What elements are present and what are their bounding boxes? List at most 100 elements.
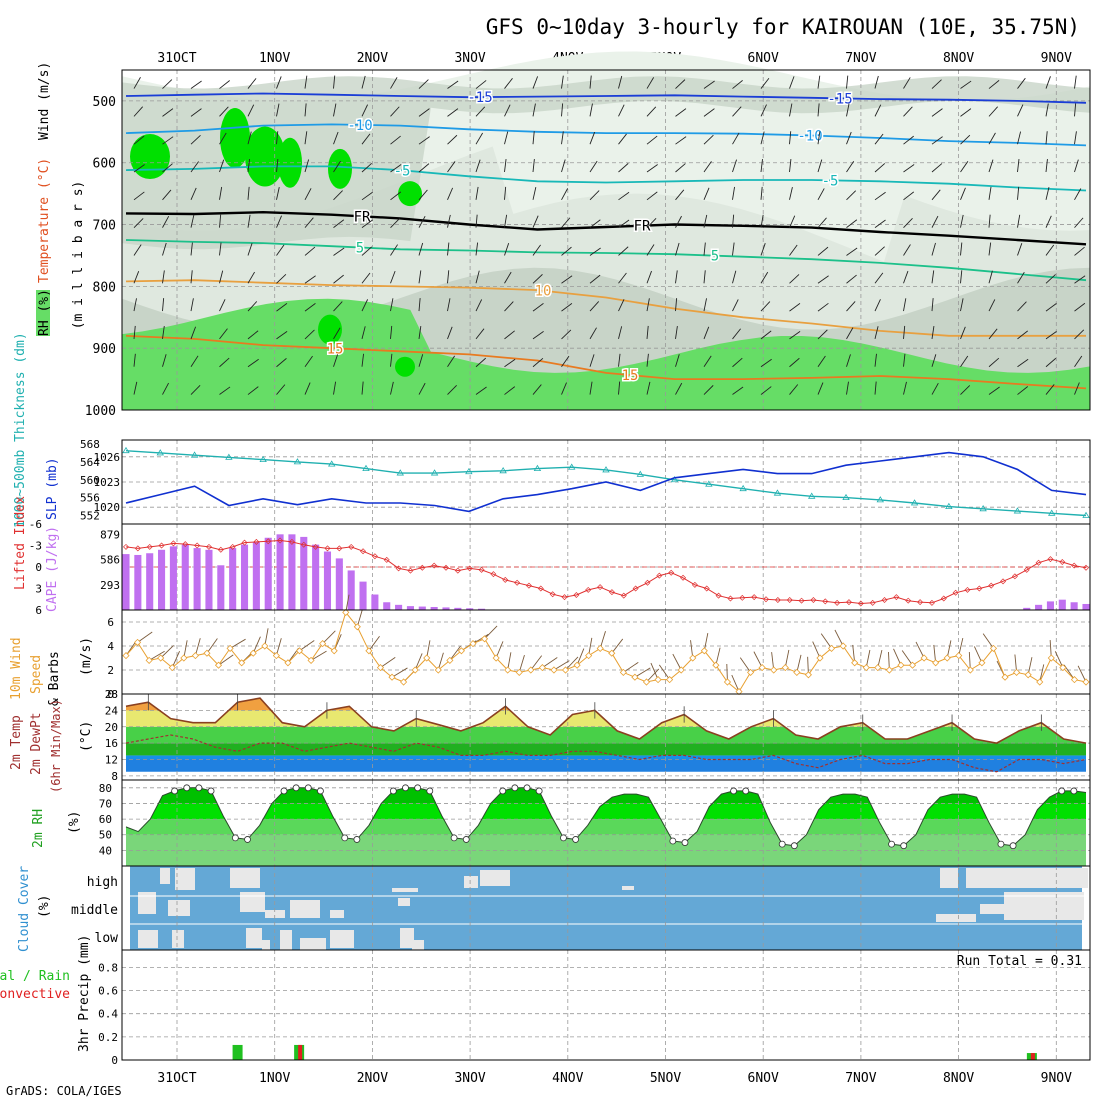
wind-barb — [304, 188, 312, 201]
wind-barb-10m — [218, 654, 234, 666]
wind-barb — [646, 353, 649, 367]
wind-barb — [1074, 131, 1077, 145]
wind-speed-marker — [353, 623, 361, 631]
temp-tick-label: 24 — [105, 704, 119, 717]
wind-speed-marker — [122, 652, 130, 660]
wind-barb — [390, 244, 398, 256]
li-marker — [739, 594, 746, 601]
wind-barb — [1074, 246, 1085, 256]
wind-speed-marker — [804, 671, 812, 679]
wind-barb — [789, 159, 792, 173]
wind-barb — [219, 106, 229, 117]
wind-barb-10m — [380, 656, 396, 668]
date-label-bottom: 4NOV — [552, 1071, 583, 1086]
wind-barb — [789, 384, 799, 395]
li-marker — [976, 585, 983, 592]
rh-marker — [341, 834, 349, 842]
wind-barb — [304, 275, 316, 284]
rh-tick-label: 70 — [99, 797, 112, 810]
wind-speed-marker — [839, 642, 847, 650]
wind-barb — [162, 270, 165, 284]
wind-barb — [276, 273, 287, 284]
wind-barb — [247, 131, 252, 145]
cape-bar — [1035, 604, 1043, 610]
wind-barb — [732, 186, 735, 200]
wind-barb — [817, 103, 820, 117]
wind-barb — [247, 159, 251, 173]
wind-barb — [162, 298, 165, 312]
wind-barb-10m — [834, 629, 844, 647]
wind-barb — [846, 247, 858, 256]
wind-barb — [361, 326, 366, 340]
li-marker — [585, 586, 592, 593]
wind-barb — [190, 384, 201, 395]
rh-tick-label: 40 — [99, 844, 112, 857]
isotherm-label: 5 — [711, 249, 719, 265]
wind-barb — [1017, 214, 1021, 228]
wind-axis-title-1: 10m Wind — [9, 637, 24, 700]
li-marker — [123, 543, 129, 550]
wind-speed-marker — [504, 666, 512, 674]
wind-barb-10m — [275, 638, 282, 656]
wind-barb — [903, 325, 906, 339]
li-marker — [265, 538, 272, 545]
wind-barb — [504, 214, 508, 228]
wind-barb — [504, 358, 516, 368]
wind-barb — [618, 75, 623, 89]
wind-speed-marker — [134, 638, 142, 646]
wind-barb — [418, 354, 424, 367]
isotherm-line — [125, 210, 1087, 246]
wind-barb — [931, 108, 943, 117]
date-label-top: 3NOV — [454, 51, 485, 66]
wind-barb — [675, 270, 678, 284]
wind-barb — [789, 215, 796, 228]
wind-barb-10m — [206, 638, 218, 654]
wind-barb — [561, 159, 566, 173]
wind-barb — [874, 191, 886, 201]
rh-marker — [523, 784, 531, 792]
wind-speed-line — [125, 611, 1087, 693]
wind-speed-marker — [261, 642, 269, 650]
wind-barb-10m — [542, 657, 558, 668]
cloud-clear-patch — [138, 892, 156, 914]
thickness-marker — [670, 475, 679, 483]
wind-barb — [276, 131, 279, 145]
wind10m-panel: 0 2 4 6 10m Wind Speed & Barbs (m/s) — [9, 594, 1091, 706]
li-marker — [205, 543, 212, 550]
wind-barb-10m — [148, 650, 165, 661]
li-marker — [668, 569, 675, 576]
credit-text: GrADS: COLA/IGES — [6, 1084, 122, 1098]
date-label-bottom: 3NOV — [454, 1071, 485, 1086]
wind-barb — [333, 247, 345, 256]
wind-barb — [703, 80, 715, 89]
wind-barb-10m — [715, 647, 721, 666]
wind-barb — [219, 357, 230, 368]
li-marker — [466, 565, 473, 572]
li-marker — [217, 546, 224, 553]
wind-barb — [1074, 75, 1077, 89]
li-marker — [146, 543, 153, 550]
cape-bar — [276, 534, 284, 610]
li-marker — [845, 599, 852, 606]
cape-bar — [1082, 603, 1090, 610]
date-label-bottom: 9NOV — [1041, 1071, 1072, 1086]
rh-tick-label: 80 — [99, 782, 112, 795]
wind-barb — [162, 325, 165, 339]
wind-barb — [703, 298, 707, 312]
wind-barb-10m — [739, 657, 751, 673]
wind-barb — [133, 191, 145, 201]
wind-barb — [703, 242, 706, 256]
wind-barb — [760, 330, 772, 340]
li-axis-title: Lifted Index — [13, 496, 28, 590]
wind-barb — [703, 187, 710, 200]
wind-barb — [475, 270, 480, 284]
wind-barb — [532, 357, 544, 368]
wind-barb — [988, 186, 992, 200]
wind-barb — [960, 298, 964, 312]
rh-marker — [183, 784, 191, 792]
pressure-tick-label: 700 — [93, 219, 116, 234]
wind-barb — [618, 219, 630, 229]
wind-barb — [1074, 382, 1080, 395]
cloud-cover-panel: high middle low Cloud Cover (%) — [17, 865, 1091, 952]
wind-barb — [960, 385, 971, 395]
